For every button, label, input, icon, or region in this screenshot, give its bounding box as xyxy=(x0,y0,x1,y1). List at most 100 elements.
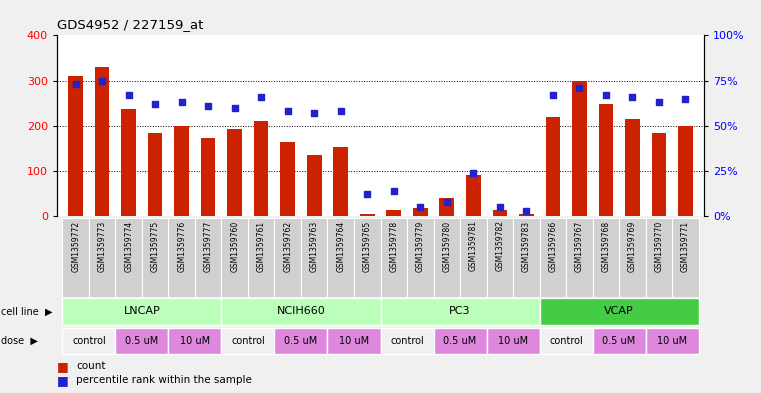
Bar xyxy=(327,218,354,297)
Bar xyxy=(95,67,110,216)
Text: GSM1359769: GSM1359769 xyxy=(628,220,637,272)
Bar xyxy=(228,129,242,216)
Text: NCIH660: NCIH660 xyxy=(276,307,326,316)
Bar xyxy=(307,155,321,216)
Text: control: control xyxy=(72,336,106,346)
Point xyxy=(123,92,135,98)
Bar xyxy=(380,218,407,297)
Bar xyxy=(62,328,116,354)
Bar xyxy=(645,328,699,354)
Bar xyxy=(148,134,162,216)
Bar xyxy=(619,218,645,297)
Bar xyxy=(116,328,168,354)
Bar xyxy=(116,218,142,297)
Text: 0.5 uM: 0.5 uM xyxy=(444,336,476,346)
Text: dose  ▶: dose ▶ xyxy=(1,336,37,346)
Bar xyxy=(327,328,380,354)
Text: GSM1359764: GSM1359764 xyxy=(336,220,345,272)
Bar xyxy=(360,214,374,216)
Bar xyxy=(62,218,89,297)
Bar xyxy=(434,328,486,354)
Text: GSM1359766: GSM1359766 xyxy=(549,220,557,272)
Bar xyxy=(540,218,566,297)
Text: control: control xyxy=(549,336,583,346)
Bar xyxy=(275,328,327,354)
Text: GSM1359783: GSM1359783 xyxy=(522,220,531,272)
Bar xyxy=(486,328,540,354)
Text: PC3: PC3 xyxy=(449,307,471,316)
Bar xyxy=(168,218,195,297)
Bar xyxy=(221,218,248,297)
Text: GSM1359773: GSM1359773 xyxy=(97,220,107,272)
Bar xyxy=(486,218,513,297)
Point xyxy=(176,99,188,105)
Text: GSM1359763: GSM1359763 xyxy=(310,220,319,272)
Bar xyxy=(168,328,221,354)
Bar xyxy=(645,218,672,297)
Bar xyxy=(248,218,275,297)
Bar xyxy=(201,138,215,216)
Bar xyxy=(519,214,533,216)
Bar xyxy=(413,208,428,216)
Bar xyxy=(407,218,434,297)
Point xyxy=(202,103,215,109)
Bar xyxy=(275,218,301,297)
Bar xyxy=(89,218,116,297)
Bar xyxy=(492,210,507,216)
Bar xyxy=(460,218,486,297)
Bar xyxy=(142,218,168,297)
Text: GSM1359781: GSM1359781 xyxy=(469,220,478,272)
Point xyxy=(600,92,612,98)
Bar xyxy=(354,218,380,297)
Text: 10 uM: 10 uM xyxy=(180,336,210,346)
Text: GDS4952 / 227159_at: GDS4952 / 227159_at xyxy=(57,18,203,31)
Text: GSM1359760: GSM1359760 xyxy=(230,220,239,272)
Text: GSM1359779: GSM1359779 xyxy=(416,220,425,272)
Point xyxy=(546,92,559,98)
Bar xyxy=(440,198,454,216)
Point xyxy=(361,191,374,198)
Point xyxy=(308,110,320,116)
Text: 0.5 uM: 0.5 uM xyxy=(126,336,158,346)
Text: GSM1359777: GSM1359777 xyxy=(204,220,212,272)
Text: LNCAP: LNCAP xyxy=(123,307,161,316)
Bar xyxy=(540,328,593,354)
Point xyxy=(573,84,585,91)
Bar xyxy=(280,143,295,216)
Point xyxy=(521,208,533,214)
Bar xyxy=(546,117,560,216)
Point xyxy=(626,94,638,100)
Text: 0.5 uM: 0.5 uM xyxy=(285,336,317,346)
Bar xyxy=(678,126,693,216)
Point xyxy=(414,204,426,210)
Point xyxy=(69,81,81,87)
Bar xyxy=(572,81,587,216)
Point xyxy=(680,95,692,102)
Text: ■: ■ xyxy=(57,374,68,387)
Text: VCAP: VCAP xyxy=(604,307,634,316)
Point xyxy=(441,198,453,205)
Text: GSM1359765: GSM1359765 xyxy=(363,220,371,272)
Bar xyxy=(380,328,434,354)
Text: control: control xyxy=(390,336,424,346)
Text: GSM1359776: GSM1359776 xyxy=(177,220,186,272)
Text: cell line  ▶: cell line ▶ xyxy=(1,307,53,316)
Point xyxy=(653,99,665,105)
Text: GSM1359768: GSM1359768 xyxy=(601,220,610,272)
Bar xyxy=(513,218,540,297)
Point xyxy=(255,94,267,100)
Bar xyxy=(466,175,481,216)
Text: GSM1359761: GSM1359761 xyxy=(256,220,266,272)
Bar xyxy=(387,210,401,216)
Bar xyxy=(672,218,699,297)
Text: GSM1359780: GSM1359780 xyxy=(442,220,451,272)
Text: 0.5 uM: 0.5 uM xyxy=(603,336,635,346)
Bar xyxy=(625,119,640,216)
Bar xyxy=(195,218,221,297)
Bar xyxy=(301,218,327,297)
Text: count: count xyxy=(76,362,106,371)
Bar xyxy=(121,108,136,216)
Point xyxy=(494,204,506,210)
Text: GSM1359774: GSM1359774 xyxy=(124,220,133,272)
Text: GSM1359772: GSM1359772 xyxy=(71,220,80,272)
